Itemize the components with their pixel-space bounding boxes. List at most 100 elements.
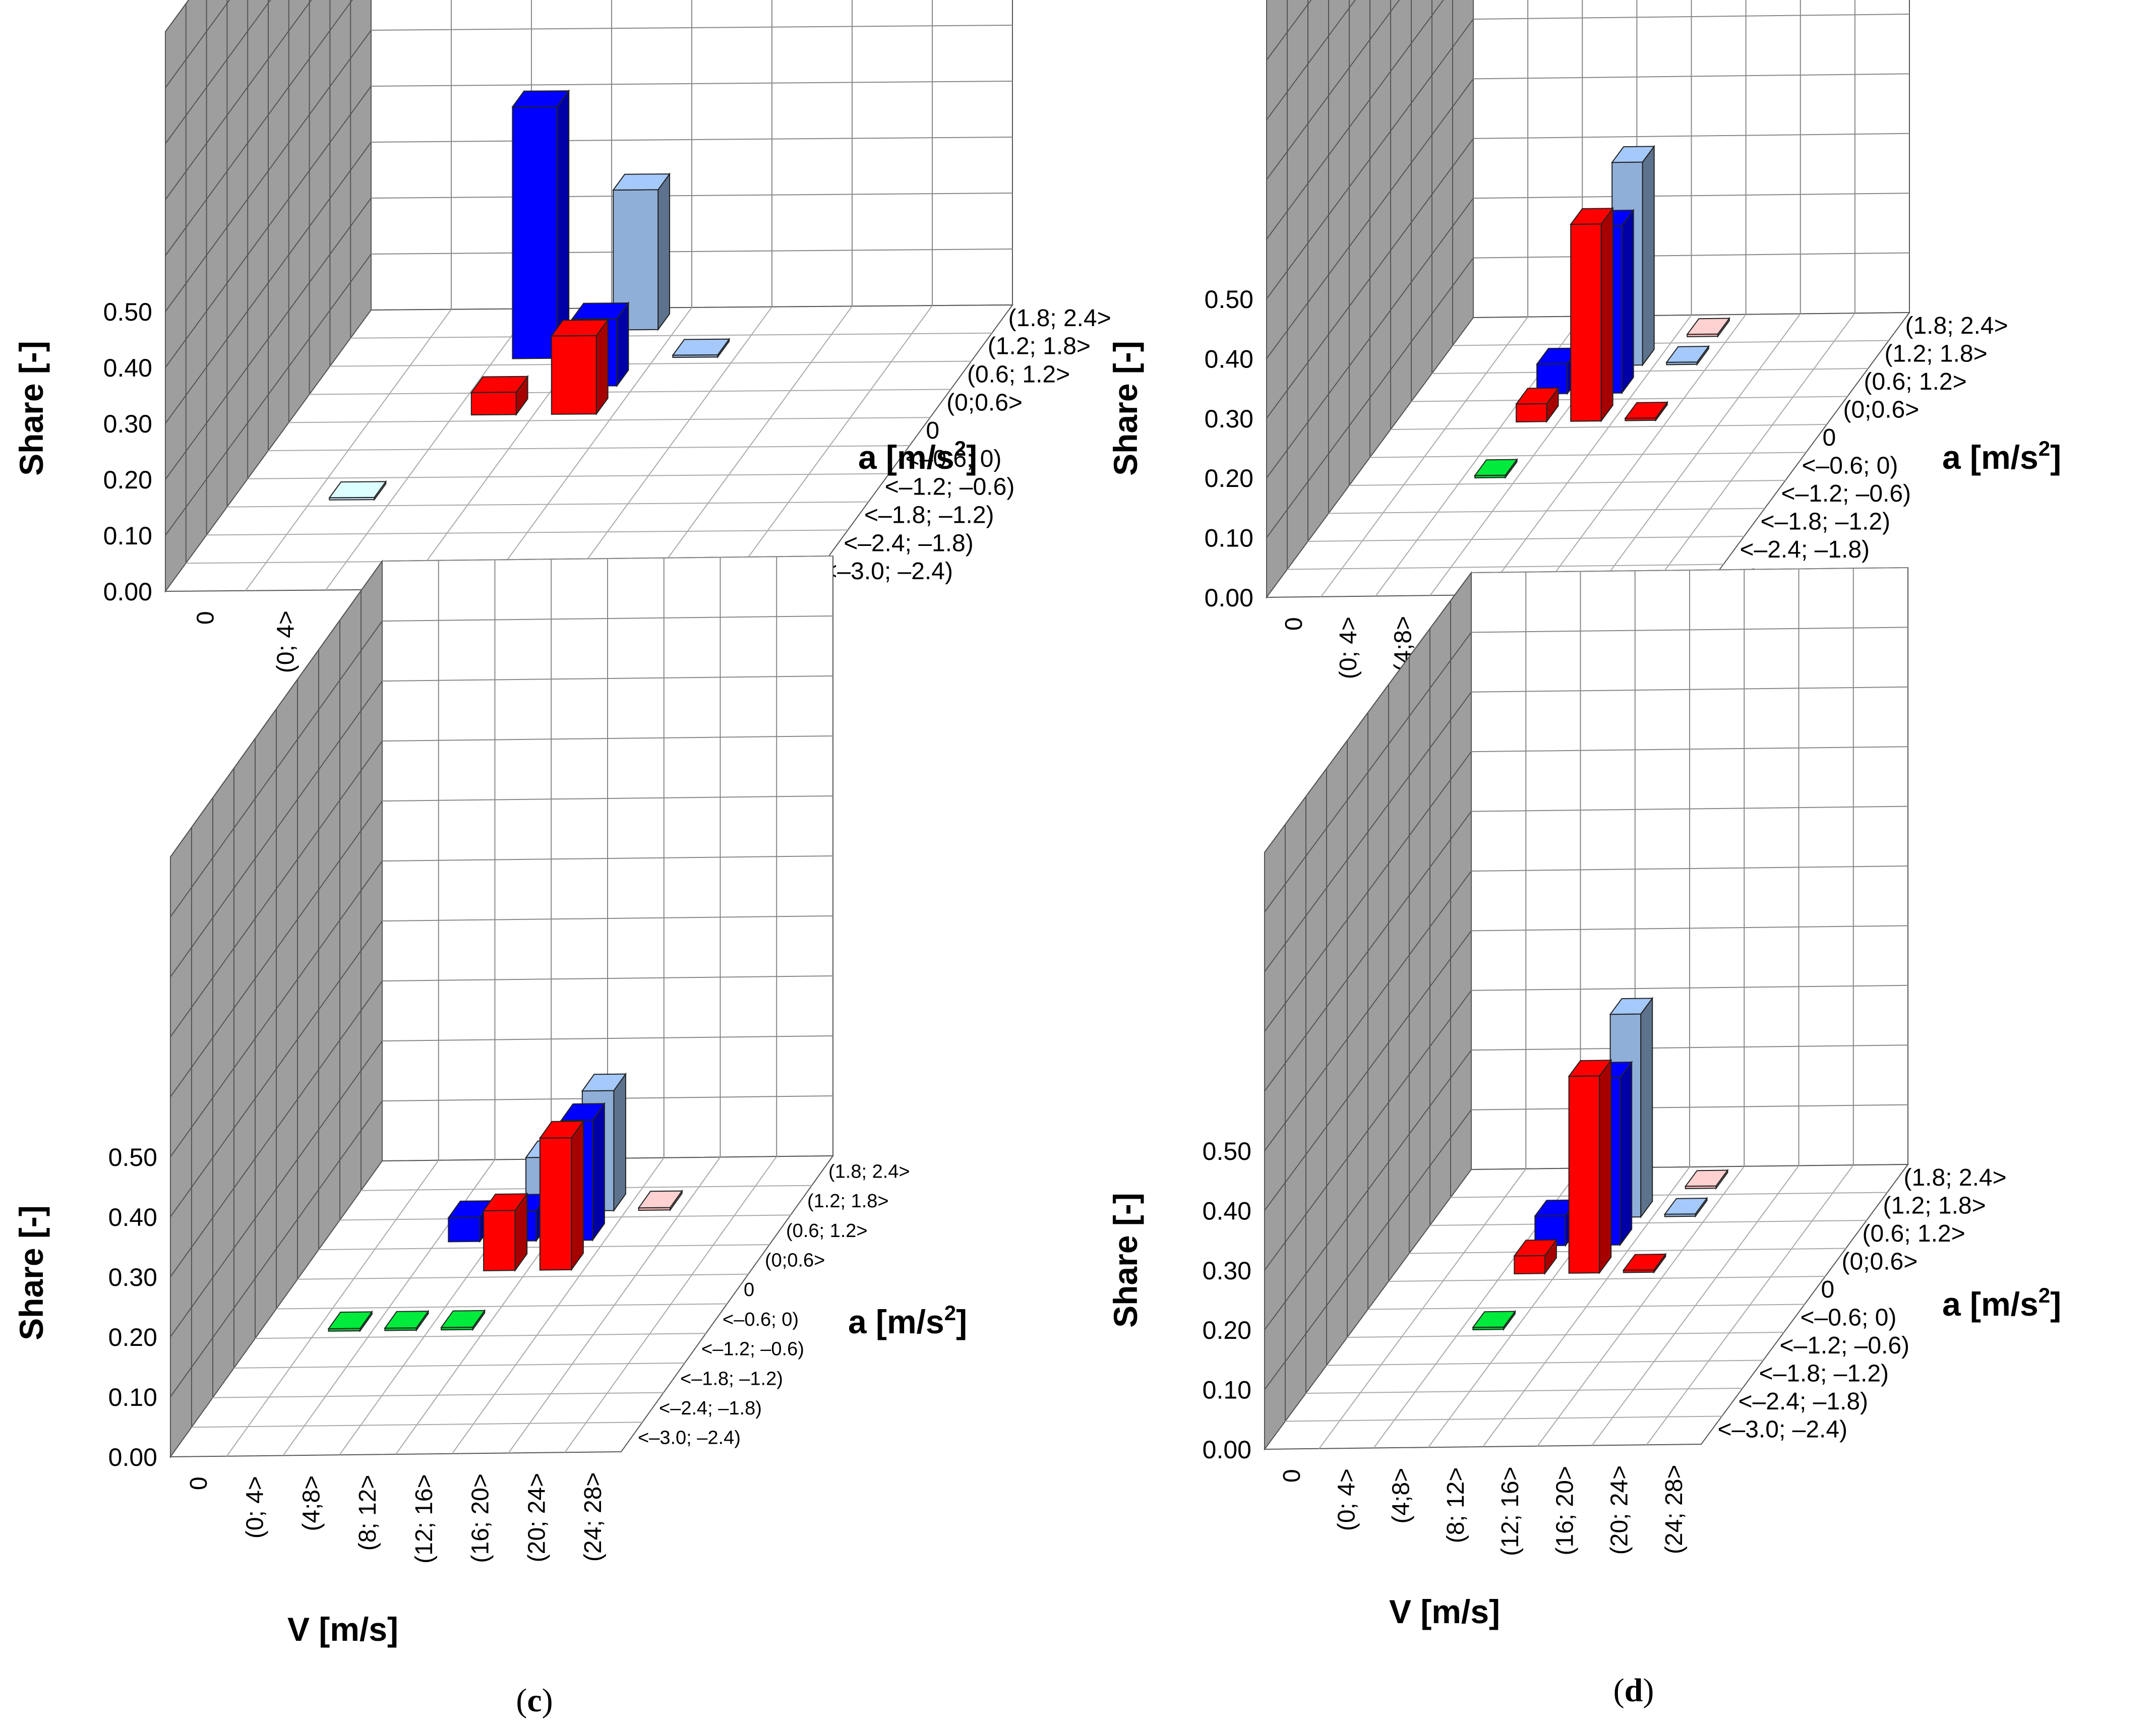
bar [470, 375, 529, 416]
z-tick-label: (1.8; 2.4> [1008, 305, 1111, 332]
bar [1568, 1059, 1612, 1275]
x-tick-label: (12; 16> [411, 1474, 438, 1563]
bar [1663, 1196, 1708, 1218]
gridlines [1266, 0, 1910, 597]
bar [1570, 207, 1614, 423]
x-tick-label: (8; 12> [1443, 1467, 1469, 1544]
y-tick-label: 0.50 [1203, 1137, 1251, 1165]
z-tick-label: (1.8; 2.4> [828, 1161, 910, 1182]
gridlines [165, 0, 1013, 591]
y-axis-title: Share [-] [13, 341, 50, 476]
y-tick-label: 0.10 [1203, 1376, 1251, 1404]
x-tick-label: (0; 4> [242, 1476, 269, 1538]
y-tick-label: 0.40 [1203, 1197, 1251, 1225]
z-tick-label: (1.2; 1.8> [1885, 340, 1988, 367]
z-tick-label: <–2.4; –1.8) [1740, 536, 1870, 563]
gridlines [170, 556, 833, 1457]
z-axis-title: a [m/s2] [858, 437, 977, 476]
z-tick-label: <–1.8; –1.2) [864, 502, 994, 529]
y-tick-label: 0.50 [1205, 285, 1253, 314]
x-tick-label: (16; 20> [467, 1473, 494, 1563]
y-tick-label: 0.00 [1205, 584, 1253, 612]
z-tick-label: (0;0.6> [1842, 1248, 1918, 1275]
z-tick-label: (0;0.6> [765, 1250, 825, 1271]
bar [1624, 400, 1668, 422]
z-tick-label: (1.2; 1.8> [1883, 1192, 1986, 1219]
y-tick-label: 0.20 [1203, 1316, 1251, 1344]
y-tick-label: 0.00 [108, 1443, 157, 1471]
y-tick-label: 0.50 [108, 1143, 157, 1171]
y-tick-label: 0.30 [108, 1263, 157, 1291]
y-tick-label: 0.30 [1205, 405, 1253, 433]
x-tick-label: 0 [186, 1476, 212, 1490]
z-tick-label: 0 [744, 1279, 754, 1301]
x-tick-label: (24; 28> [580, 1472, 607, 1562]
z-tick-label: <–2.4; –1.8) [659, 1398, 762, 1419]
bar [1515, 386, 1560, 423]
z-tick-label: <–2.4; –1.8) [1739, 1388, 1869, 1415]
z-tick-label: <–1.2; –0.6) [1781, 480, 1911, 507]
z-tick-label: <–1.8; –1.2) [1761, 508, 1891, 535]
y-tick-label: 0.00 [103, 578, 152, 606]
gridlines [1264, 567, 1908, 1449]
z-tick-label: <–1.8; –1.2) [680, 1368, 783, 1389]
z-tick-label: <–1.2; –0.6) [701, 1339, 804, 1360]
bar [511, 89, 570, 360]
z-axis-title: a [m/s2] [1942, 437, 2061, 476]
y-tick-label: 0.10 [1205, 524, 1253, 552]
z-tick-label: (0.6; 1.2> [786, 1220, 868, 1242]
bar [538, 1120, 584, 1272]
z-tick-label: (1.8; 2.4> [1904, 1164, 2007, 1191]
chart-panel-d: 0.00 0.10 0.20 0.30 0.40 0.50 0 (0; 4> (4;8> (8; … [1107, 567, 2061, 1709]
x-tick-label: (20; 24> [523, 1473, 550, 1562]
z-tick-label: (1.8; 2.4> [1905, 313, 2008, 339]
bar [1513, 1238, 1558, 1275]
bar [327, 1310, 373, 1333]
x-tick-label: (0; 4> [273, 610, 300, 673]
x-tick-label: (24; 28> [1661, 1465, 1688, 1554]
z-tick-label: 0 [926, 417, 939, 444]
z-tick-label: <–3.0; –2.4) [823, 558, 953, 585]
y-tick-label: 0.10 [103, 522, 152, 550]
z-tick-label: 0 [1823, 424, 1836, 451]
bar [384, 1310, 430, 1332]
y-tick-label: 0.20 [108, 1323, 157, 1351]
z-tick-label: (0.6; 1.2> [1863, 1220, 1965, 1247]
z-tick-label: (0.6; 1.2> [1864, 368, 1967, 395]
bar [550, 318, 609, 416]
y-tick-label: 0.20 [103, 466, 152, 494]
x-tick-label: (20; 24> [1606, 1465, 1633, 1555]
z-tick-label: <–1.2; –0.6) [885, 474, 1015, 501]
z-tick-label: <–0.6; 0) [906, 446, 1002, 472]
z-tick-label: <–3.0; –2.4) [638, 1428, 741, 1449]
x-tick-label: (8; 12> [354, 1475, 381, 1551]
x-tick-label: (4;8> [1388, 1468, 1415, 1524]
bar [483, 1192, 528, 1272]
z-tick-label: (1.2; 1.8> [988, 333, 1091, 360]
y-tick-label: 0.40 [103, 354, 152, 382]
z-tick-label: <–0.6; 0) [1802, 452, 1898, 479]
z-tick-label: (0;0.6> [1843, 396, 1920, 423]
bar [1474, 458, 1518, 479]
y-tick-label: 0.50 [103, 298, 152, 326]
chart-panel-c: 0.00 0.10 0.20 0.30 0.40 0.50 0 (0; 4> (4;8> (8; … [13, 555, 967, 1719]
z-tick-label: 0 [1821, 1276, 1835, 1303]
y-axis-title: Share [-] [13, 1205, 50, 1340]
x-axis-title: V [m/s] [287, 1611, 398, 1648]
z-tick-label: <–0.6; 0) [723, 1309, 799, 1330]
x-tick-label: (0; 4> [1335, 616, 1362, 679]
y-axis-title: Share [-] [1107, 341, 1144, 476]
bar [637, 1189, 683, 1212]
z-axis-title: a [m/s2] [1942, 1283, 2061, 1323]
z-tick-label: (1.2; 1.8> [807, 1191, 889, 1212]
x-tick-label: (16; 20> [1551, 1466, 1578, 1555]
bar [672, 337, 731, 359]
x-axis-title: V [m/s] [1389, 1593, 1500, 1630]
y-tick-label: 0.00 [1203, 1436, 1251, 1464]
y-tick-label: 0.20 [1205, 464, 1253, 492]
panel-caption: (c) [516, 1682, 553, 1719]
bar [1686, 317, 1730, 338]
y-tick-label: 0.10 [108, 1383, 157, 1411]
bar [440, 1309, 486, 1331]
